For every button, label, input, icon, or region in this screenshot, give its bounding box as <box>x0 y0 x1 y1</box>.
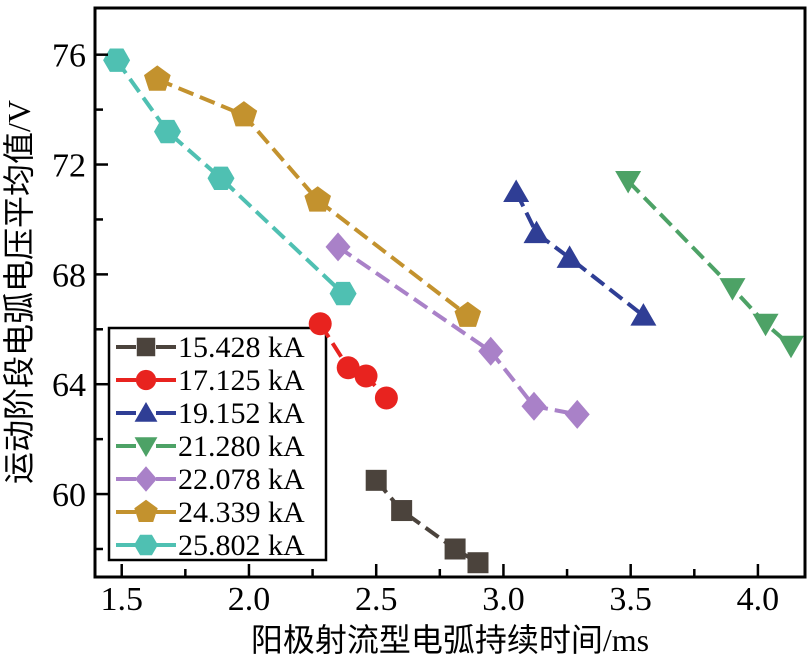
marker-triangle-up <box>523 220 550 244</box>
marker-triangle-up <box>503 179 530 202</box>
series-line <box>336 245 578 417</box>
marker-square <box>467 552 489 574</box>
legend-label: 19.152 kA <box>178 397 305 430</box>
series-15-428-kA <box>365 469 489 574</box>
series-17-125-kA <box>308 312 398 410</box>
marker-square <box>365 469 387 491</box>
marker-circle <box>336 356 360 380</box>
legend-label: 25.802 kA <box>178 529 305 562</box>
y-tick-label: 68 <box>52 257 86 294</box>
series-22-078-kA <box>325 232 590 429</box>
y-tick-label: 60 <box>52 477 86 514</box>
marker-hexagon <box>154 119 181 144</box>
x-tick-label: 3.5 <box>609 581 652 618</box>
legend-item: 22.078 kA <box>116 463 305 496</box>
marker-pentagon <box>144 65 171 91</box>
marker-pentagon <box>454 301 482 327</box>
y-tick-label: 72 <box>52 148 86 185</box>
marker-triangle-down <box>752 313 779 337</box>
series-19-152-kA <box>503 179 657 326</box>
x-axis-title: 阳极射流型电弧持续时间/ms <box>251 622 649 658</box>
marker-triangle-down <box>719 278 746 301</box>
legend-item: 19.152 kA <box>116 397 305 430</box>
marker-diamond <box>564 399 590 429</box>
series-25-802-kA <box>103 48 357 306</box>
marker-square <box>444 538 466 560</box>
legend-label: 17.125 kA <box>178 364 305 397</box>
y-tick-label: 64 <box>52 367 86 404</box>
marker-pentagon <box>304 186 331 212</box>
axes-layer: 1.5 2.0 2.5 3.0 3.5 4.0 60 64 68 72 76 <box>52 6 807 618</box>
marker-triangle-up <box>556 245 583 268</box>
marker-triangle-down <box>615 171 642 194</box>
legend-label: 22.078 kA <box>178 463 305 496</box>
legend-item: 17.125 kA <box>116 364 305 397</box>
marker-triangle-down <box>134 437 158 457</box>
series-line <box>626 179 793 348</box>
marker-hexagon <box>134 534 158 556</box>
series-line <box>514 191 645 318</box>
series-21-280-kA <box>615 171 805 359</box>
x-tick-label: 1.5 <box>100 581 143 618</box>
legend-item: 24.339 kA <box>116 496 305 529</box>
legend-label: 21.280 kA <box>178 430 305 463</box>
marker-diamond <box>478 336 504 366</box>
legend-label: 24.339 kA <box>178 496 305 529</box>
marker-hexagon <box>103 48 131 72</box>
marker-pentagon <box>230 101 258 127</box>
marker-circle <box>354 364 378 388</box>
marker-square <box>391 500 413 522</box>
y-axis-title: 运动阶段电弧电压平均值/V <box>1 100 37 484</box>
legend-label: 15.428 kA <box>178 331 305 364</box>
marker-diamond <box>135 466 157 492</box>
x-tick-label: 2.0 <box>228 581 271 618</box>
x-tick-label: 4.0 <box>737 581 780 618</box>
legend-item: 21.280 kA <box>116 430 305 463</box>
marker-diamond <box>521 391 547 421</box>
marker-triangle-up <box>630 303 657 326</box>
marker-diamond <box>325 232 351 262</box>
marker-square <box>136 337 156 357</box>
legend-item: 15.428 kA <box>116 331 305 364</box>
marker-triangle-down <box>778 335 805 359</box>
marker-circle <box>374 386 398 410</box>
legend-item: 25.802 kA <box>116 529 305 562</box>
series-line <box>114 59 345 296</box>
series-layer <box>103 48 805 574</box>
marker-hexagon <box>207 166 235 190</box>
marker-circle <box>308 312 332 336</box>
plot-border <box>93 6 807 579</box>
marker-hexagon <box>329 281 357 306</box>
series-24-339-kA <box>144 65 482 327</box>
y-tick-label: 76 <box>52 38 86 75</box>
marker-triangle-up <box>134 402 158 422</box>
marker-pentagon <box>134 499 158 522</box>
x-tick-label: 2.5 <box>355 581 398 618</box>
series-line <box>156 77 470 318</box>
x-tick-label: 3.0 <box>482 581 525 618</box>
series-line <box>374 479 480 565</box>
marker-circle <box>135 369 157 391</box>
